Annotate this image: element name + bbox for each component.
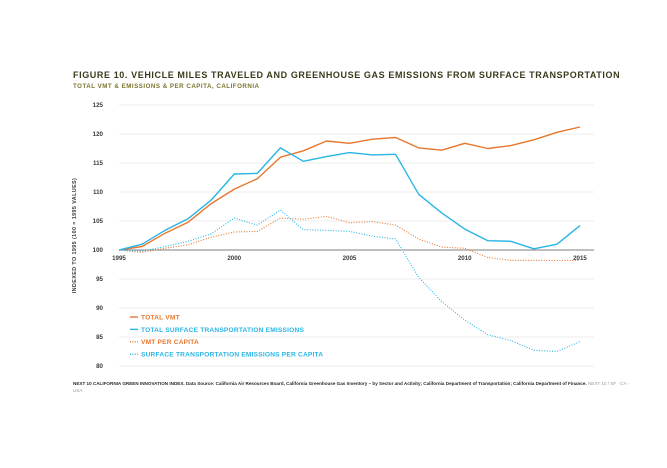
x-tick-label: 2005 <box>343 255 357 262</box>
y-tick-label: 105 <box>93 218 104 225</box>
y-tick-label: 85 <box>96 334 103 341</box>
series-line-1 <box>118 126 581 251</box>
y-tick-label: 100 <box>93 247 104 254</box>
legend-label: TOTAL SURFACE TRANSPORTATION EMISSIONS <box>141 327 304 334</box>
y-tick-label: 95 <box>96 276 103 283</box>
legend-label: TOTAL VMT <box>141 314 180 321</box>
y-tick-label: 125 <box>93 102 104 109</box>
x-tick-label: 2000 <box>227 255 241 262</box>
chart-subtitle: TOTAL VMT & EMISSIONS & PER CAPITA, CALI… <box>73 83 260 90</box>
y-axis-label: INDEXED TO 1995 (100 = 1995 VALUES) <box>72 178 78 294</box>
x-tick-label: 2010 <box>458 255 472 262</box>
series-line-4 <box>118 209 581 353</box>
source-text: NEXT 10 CALIFORNIA GREEN INNOVATION INDE… <box>73 381 587 386</box>
source-note: NEXT 10 CALIFORNIA GREEN INNOVATION INDE… <box>73 380 633 394</box>
source-slug: NEXT 10 / SF · CA · USA <box>73 381 630 393</box>
series-line-2 <box>118 147 581 251</box>
y-tick-label: 110 <box>93 189 104 196</box>
x-tick-label: 2015 <box>573 255 587 262</box>
legend-label: SURFACE TRANSPORTATION EMISSIONS PER CAP… <box>141 352 323 359</box>
series-line-3 <box>118 215 580 261</box>
line-chart: 80 85 90 95 100 105 110 115 120 125 1995 2000 2005 20… <box>72 102 594 370</box>
chart-title: FIGURE 10. VEHICLE MILES TRAVELED AND GR… <box>73 70 621 80</box>
y-tick-label: 120 <box>93 131 104 138</box>
y-tick-label: 90 <box>96 305 103 312</box>
legend-label: VMT PER CAPITA <box>141 339 199 346</box>
y-tick-label: 115 <box>93 160 104 167</box>
y-tick-label: 80 <box>96 363 103 370</box>
x-tick-label: 1995 <box>112 255 126 262</box>
